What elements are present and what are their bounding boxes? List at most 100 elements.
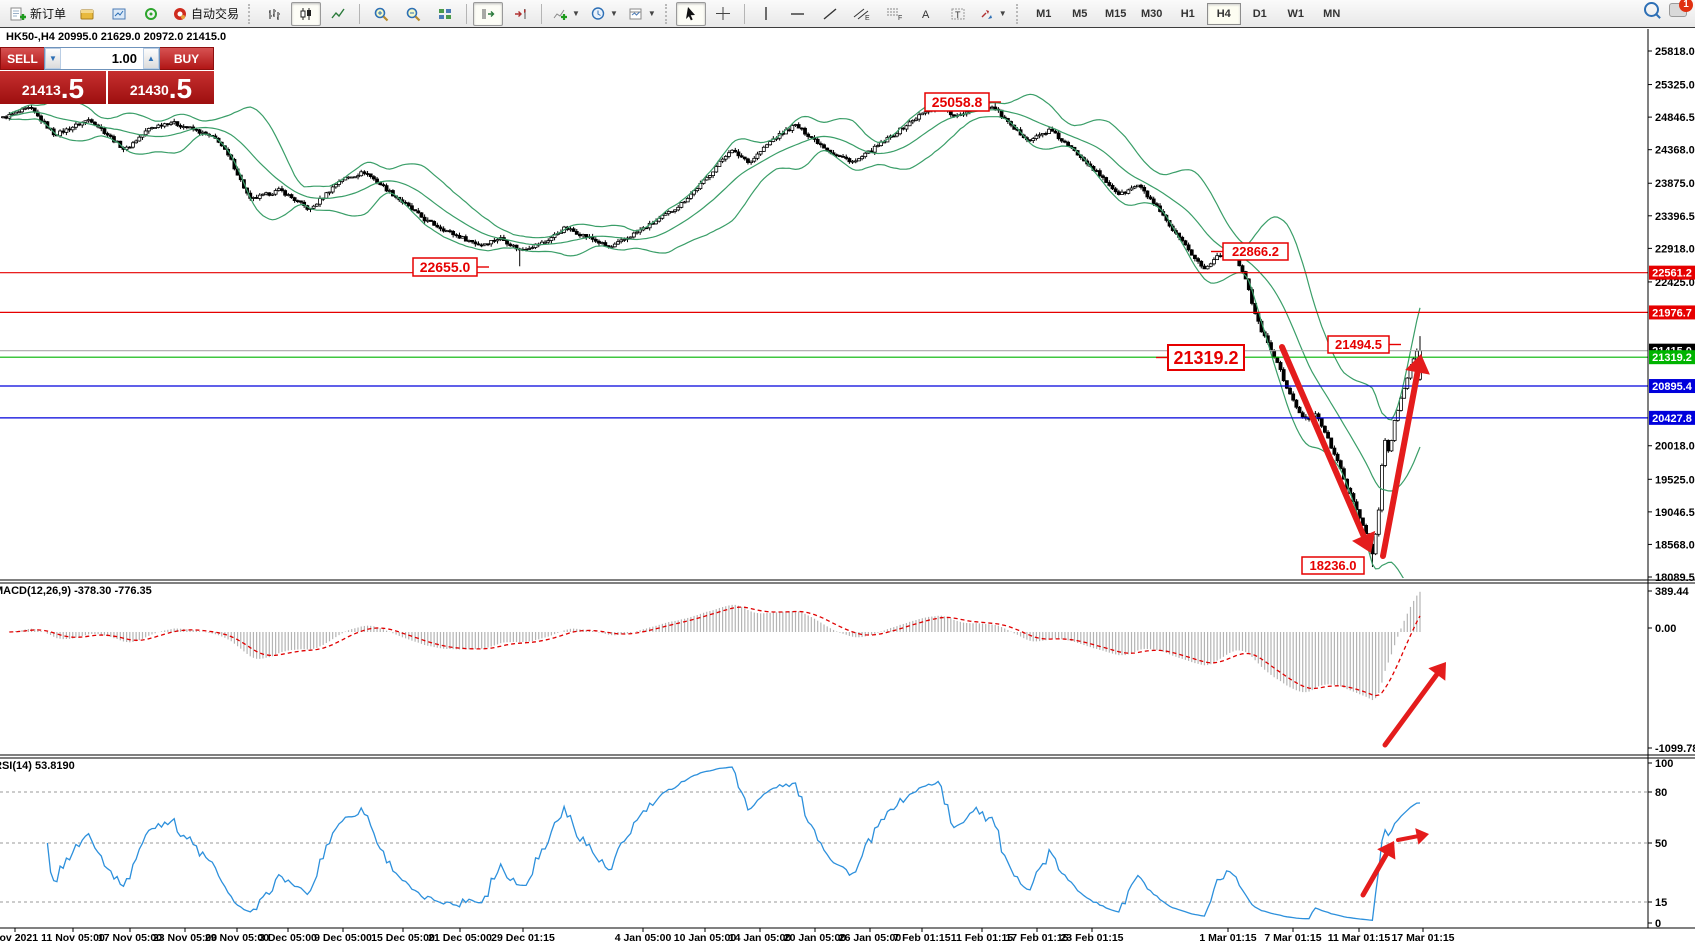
market-watch-button[interactable]: [104, 2, 134, 26]
svg-text:-1099.78: -1099.78: [1655, 743, 1695, 755]
volume-down-button[interactable]: ▼: [45, 48, 61, 69]
text-tool-button[interactable]: A: [911, 2, 941, 26]
svg-text:3 Dec 05:00: 3 Dec 05:00: [259, 932, 317, 944]
templates-button[interactable]: ▼: [624, 2, 660, 26]
gold-box-icon: [80, 9, 94, 19]
rsi-panel: [0, 766, 1647, 922]
price-annotations: 22655.0 25058.8 22866.2 21319.2 21494.5 18236…: [412, 92, 1401, 575]
text-label-icon: T: [951, 8, 965, 20]
toolbar-separator: [743, 3, 745, 24]
rsi-indicator-label: RSI(14) 53.8190: [0, 760, 75, 772]
svg-text:21319.2: 21319.2: [1652, 352, 1692, 364]
text-icon: A: [922, 9, 930, 21]
svg-text:11 Mar 01:15: 11 Mar 01:15: [1328, 932, 1391, 944]
trendline-tool-button[interactable]: [815, 2, 845, 26]
svg-text:24846.5: 24846.5: [1655, 112, 1695, 124]
autoscroll-button[interactable]: [473, 1, 504, 26]
fibonacci-tool-button[interactable]: F: [879, 2, 909, 26]
zoom-in-button[interactable]: [366, 2, 396, 26]
tab-m5[interactable]: M5: [1072, 7, 1088, 20]
shapes-arrows-icon: [981, 9, 992, 19]
quotes-button[interactable]: [72, 2, 102, 26]
svg-text:10 Jan 05:00: 10 Jan 05:00: [674, 932, 737, 944]
price-axis: 25818.0 25325.0 24846.5 24368.0 23875.0 23396…: [1648, 46, 1695, 584]
svg-text:E: E: [865, 15, 870, 21]
chat-icon[interactable]: 1: [1669, 0, 1693, 17]
new-order-button[interactable]: 新订单: [6, 2, 70, 26]
tab-mn[interactable]: MN: [1323, 7, 1341, 20]
volume-up-button[interactable]: ▲: [143, 48, 159, 69]
sell-price-panel[interactable]: 21413 .5: [0, 71, 106, 104]
channel-tool-button[interactable]: E: [847, 2, 877, 26]
svg-text:9 Dec 05:00: 9 Dec 05:00: [314, 932, 372, 944]
tab-w1[interactable]: W1: [1287, 7, 1304, 20]
new-order-icon: [10, 7, 26, 20]
macd-indicator-label: MACD(12,26,9) -378.30 -776.35: [0, 585, 152, 597]
svg-text:389.44: 389.44: [1655, 586, 1690, 598]
svg-text:20895.4: 20895.4: [1652, 381, 1693, 393]
equidistant-channel-icon: E: [853, 8, 870, 21]
dropdown-arrow-icon: ▼: [609, 9, 618, 18]
tab-d1[interactable]: D1: [1252, 7, 1267, 20]
sell-button[interactable]: SELL: [0, 47, 44, 70]
candlestick-series: [1, 102, 1422, 568]
candle-chart-type-button[interactable]: [291, 1, 322, 26]
bar-chart-type-button[interactable]: [259, 2, 289, 26]
svg-text:14 Jan 05:00: 14 Jan 05:00: [729, 932, 792, 944]
horizontal-line-tool-button[interactable]: [783, 2, 813, 26]
tab-m30[interactable]: M30: [1141, 7, 1163, 20]
svg-text:25058.8: 25058.8: [932, 94, 983, 110]
chart-shift-button[interactable]: [505, 2, 535, 26]
cursor-icon: [685, 7, 695, 21]
indicators-button[interactable]: ▼: [548, 2, 584, 26]
clock-icon: [591, 7, 605, 20]
signal-icon: [145, 7, 158, 20]
label-tool-button[interactable]: T: [943, 2, 973, 26]
volume-input[interactable]: [61, 48, 143, 69]
tab-m1[interactable]: M1: [1036, 7, 1052, 20]
one-click-trade-panel: SELL ▼ ▲ BUY 21413 .5 21430 .5: [0, 47, 214, 104]
toolbar-gripper: [664, 3, 671, 24]
svg-text:T: T: [955, 10, 961, 20]
search-icon[interactable]: [1644, 2, 1659, 17]
svg-text:Nov 2021: Nov 2021: [0, 932, 38, 944]
autotrade-label: 自动交易: [191, 7, 240, 21]
tab-h1[interactable]: H1: [1180, 7, 1195, 20]
vertical-line-tool-button[interactable]: [751, 2, 781, 26]
svg-text:11 Nov 05:00: 11 Nov 05:00: [41, 932, 105, 944]
svg-text:23875.0: 23875.0: [1655, 178, 1695, 190]
notification-badge: 1: [1679, 0, 1693, 12]
tab-m15[interactable]: M15: [1105, 7, 1127, 20]
tab-h4[interactable]: H4: [1206, 2, 1241, 25]
buy-button[interactable]: BUY: [160, 47, 214, 70]
crosshair-tool-button[interactable]: [708, 2, 738, 26]
svg-text:18089.5: 18089.5: [1655, 572, 1695, 584]
cursor-tool-button[interactable]: [675, 1, 706, 26]
svg-text:26 Jan 05:00: 26 Jan 05:00: [839, 932, 902, 944]
periods-button[interactable]: ▼: [586, 2, 622, 26]
autotrade-button[interactable]: 自动交易: [168, 2, 243, 26]
svg-text:18236.0: 18236.0: [1310, 558, 1357, 573]
line-chart-type-button[interactable]: [323, 2, 353, 26]
arrows-tool-button[interactable]: ▼: [975, 2, 1011, 26]
svg-text:20 Jan 05:00: 20 Jan 05:00: [784, 932, 847, 944]
bollinger-bands: [9, 93, 1421, 578]
svg-text:23 Feb 01:15: 23 Feb 01:15: [1060, 932, 1123, 944]
svg-text:22866.2: 22866.2: [1232, 244, 1279, 259]
zoom-out-button[interactable]: [398, 2, 428, 26]
svg-text:50: 50: [1655, 838, 1667, 850]
svg-text:25325.0: 25325.0: [1655, 80, 1695, 92]
toolbar-gripper: [1015, 3, 1022, 24]
tile-windows-button[interactable]: [430, 2, 460, 26]
candlestick-icon: [300, 7, 312, 20]
svg-text:7 Feb 01:15: 7 Feb 01:15: [893, 932, 950, 944]
svg-text:100: 100: [1655, 758, 1673, 770]
svg-text:22425.0: 22425.0: [1655, 277, 1695, 289]
crosshair-icon: [715, 7, 730, 20]
signal-button[interactable]: [136, 2, 166, 26]
main-toolbar: 新订单 自动交易: [0, 0, 1695, 28]
buy-price-panel[interactable]: 21430 .5: [108, 71, 214, 104]
buy-price-fraction: .5: [168, 73, 193, 104]
